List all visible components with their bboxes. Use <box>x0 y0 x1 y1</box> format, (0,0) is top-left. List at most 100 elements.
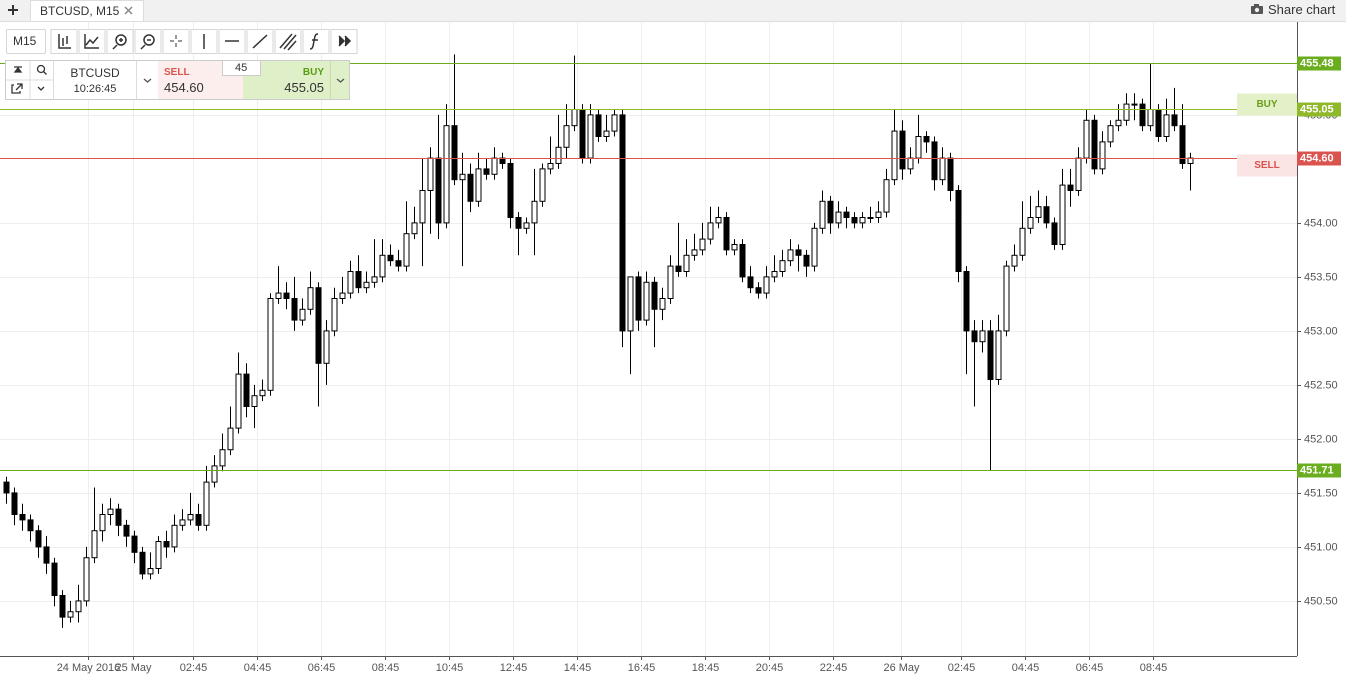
candle-body <box>747 276 754 289</box>
candle-body <box>1139 103 1146 127</box>
x-tick-label: 02:45 <box>180 662 208 674</box>
candle-body <box>451 125 458 181</box>
candle-body <box>1099 141 1106 170</box>
candle-body <box>107 508 114 516</box>
candle-body <box>131 535 138 553</box>
candle-body <box>403 233 410 267</box>
candle-body <box>371 276 378 283</box>
candle-body <box>427 157 434 191</box>
candle-body <box>283 292 290 299</box>
x-tick-label: 04:45 <box>1012 662 1040 674</box>
candle-body <box>1043 206 1050 224</box>
candle-body <box>259 389 266 397</box>
candle-body <box>299 308 306 321</box>
candle-body <box>435 157 442 224</box>
candle-body <box>1147 108 1154 127</box>
candle-body <box>67 611 74 618</box>
candle-body <box>883 179 890 213</box>
candle-body <box>139 551 146 575</box>
close-icon <box>124 6 133 15</box>
buy-box[interactable]: BUY 455.05 <box>243 61 330 99</box>
candle-body <box>163 541 170 548</box>
y-tick-label: 453.00 <box>1304 325 1338 337</box>
buy-price: 455.05 <box>284 80 324 95</box>
candle-body <box>3 481 10 494</box>
candle-body <box>987 330 994 381</box>
candle-body <box>859 216 866 224</box>
sell-label: SELL <box>164 67 190 78</box>
candle-body <box>1003 265 1010 332</box>
candle-body <box>91 530 98 559</box>
x-tick-label: 02:45 <box>948 662 976 674</box>
clock-label: 10:26:45 <box>73 83 117 95</box>
y-tick-label: 454.00 <box>1304 217 1338 229</box>
level-tag-box <box>1297 102 1341 117</box>
candle-body <box>387 254 394 262</box>
candle-body <box>523 222 530 229</box>
panel-tools <box>6 61 54 99</box>
candle-body <box>11 492 18 516</box>
buy-dropdown[interactable] <box>330 61 349 99</box>
level-tag-box <box>1297 463 1341 478</box>
x-tick-label: 12:45 <box>500 662 528 674</box>
level-tag-box <box>1297 56 1341 71</box>
candle-body <box>1019 227 1026 256</box>
candle-body <box>979 330 986 343</box>
candle-body <box>99 514 106 532</box>
candle-body <box>891 130 898 181</box>
candle-body <box>83 557 90 602</box>
y-tick-label: 451.50 <box>1304 487 1338 499</box>
candle-body <box>595 114 602 137</box>
sell-price: 454.60 <box>164 80 204 95</box>
candle-body <box>547 162 554 170</box>
candle-body <box>483 168 490 175</box>
candle-body <box>35 530 42 548</box>
candle-body <box>819 200 826 229</box>
plus-icon <box>8 5 18 15</box>
candle-body <box>787 249 794 262</box>
candle-body <box>475 168 482 202</box>
candle-body <box>1155 108 1162 137</box>
candle-body <box>1059 184 1066 245</box>
x-tick-label: 20:45 <box>756 662 784 674</box>
add-tab[interactable] <box>0 0 26 21</box>
price-axis <box>1297 22 1346 656</box>
candle-body <box>907 157 914 170</box>
candle-body <box>995 330 1002 381</box>
candle-body <box>1179 125 1186 164</box>
chart-tab[interactable]: BTCUSD, M15 <box>30 0 144 21</box>
symbol-box[interactable]: BTCUSD 10:26:45 <box>54 61 137 99</box>
candle-body <box>635 276 642 321</box>
candle-body <box>795 249 802 256</box>
candle-body <box>275 292 282 299</box>
share-button[interactable]: Share chart <box>1242 0 1346 21</box>
candle-body <box>339 292 346 299</box>
candle-body <box>555 146 562 164</box>
x-tick-label: 26 May <box>883 662 920 674</box>
candle-body <box>251 395 258 408</box>
candle-body <box>123 524 130 537</box>
candle-body <box>459 173 466 181</box>
candle-body <box>619 114 626 332</box>
candle-body <box>355 270 362 289</box>
candle-body <box>1107 125 1114 143</box>
candle-body <box>1051 222 1058 245</box>
y-tick-label: 452.00 <box>1304 433 1338 445</box>
candle-body <box>971 330 978 343</box>
candle-body <box>691 249 698 256</box>
candle-body <box>395 260 402 267</box>
candle-body <box>739 243 746 278</box>
candle-body <box>955 189 962 272</box>
candle-body <box>771 270 778 278</box>
quantity-label: 45 <box>235 62 248 74</box>
x-tick-label: 16:45 <box>628 662 656 674</box>
close-tab[interactable] <box>122 3 136 17</box>
interval-button[interactable]: M15 <box>6 29 46 54</box>
quantity-input[interactable]: 45 <box>222 60 261 76</box>
candle-body <box>899 130 906 170</box>
order-tag: SELL <box>1254 160 1280 171</box>
sell-dropdown[interactable] <box>137 61 158 99</box>
candle-body <box>331 297 338 332</box>
candle-body <box>947 157 954 191</box>
chevron <box>336 78 345 83</box>
